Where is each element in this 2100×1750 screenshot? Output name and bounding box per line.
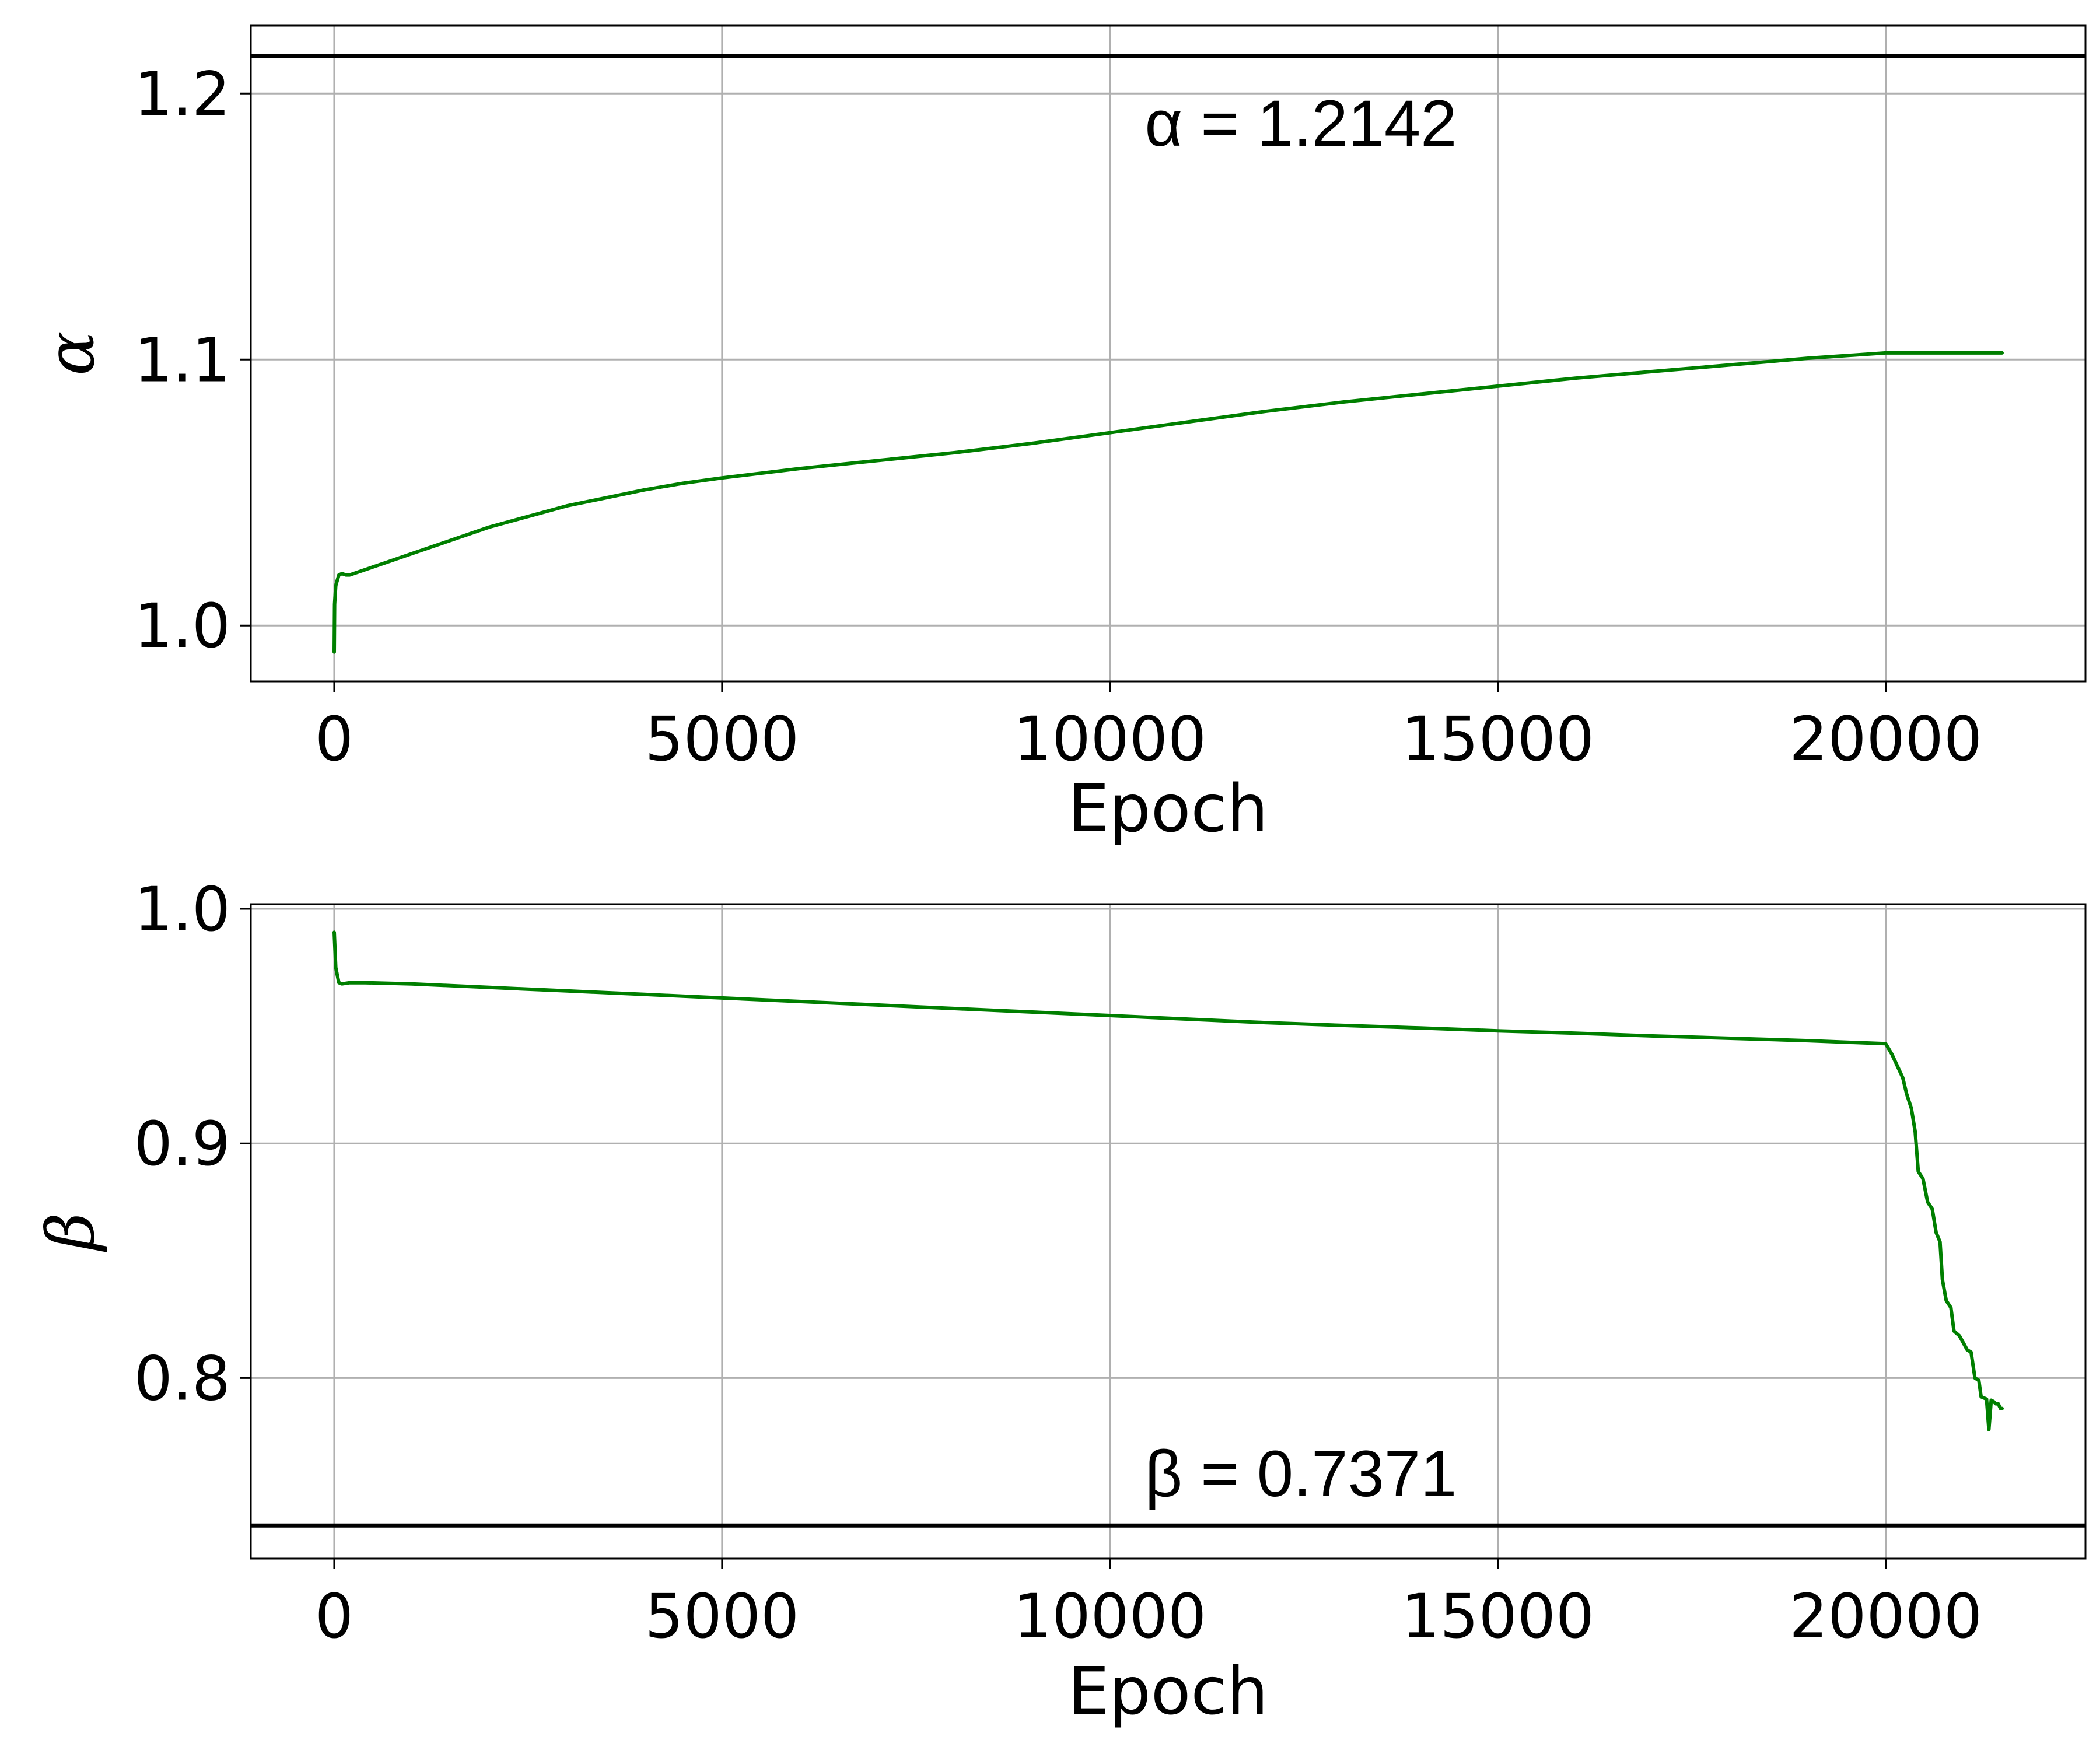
alpha-x-tick-label: 20000 bbox=[1789, 704, 1982, 775]
alpha-series-line bbox=[332, 351, 2004, 654]
beta-reference-label: β = 0.7371 bbox=[1145, 1437, 1457, 1510]
beta-x-tick-label: 20000 bbox=[1789, 1581, 1982, 1652]
alpha-y-tick-label: 1.2 bbox=[134, 58, 230, 130]
alpha-x-axis-title: Epoch bbox=[1068, 771, 1268, 847]
beta-x-axis-title: Epoch bbox=[1068, 1654, 1268, 1730]
beta-x-tick-label: 0 bbox=[315, 1581, 354, 1652]
alpha-y-axis-title: α bbox=[33, 331, 109, 376]
alpha-reference-label: α = 1.2142 bbox=[1145, 87, 1457, 160]
beta-y-tick-label: 0.8 bbox=[134, 1343, 230, 1414]
beta-y-ticks: 0.8 0.9 1.0 bbox=[134, 874, 251, 1414]
beta-panel: 0 5000 10000 15000 20000 0.8 0.9 1.0 β = 0.737… bbox=[33, 874, 2087, 1730]
beta-plot-frame bbox=[250, 903, 2087, 1560]
beta-y-tick-label: 0.9 bbox=[134, 1108, 230, 1180]
alpha-panel: 0 5000 10000 15000 20000 1.0 1.1 1.2 α = 1.214… bbox=[33, 24, 2087, 847]
alpha-x-ticks: 0 5000 10000 15000 20000 bbox=[315, 681, 1982, 775]
beta-x-tick-label: 15000 bbox=[1401, 1581, 1594, 1652]
beta-grid bbox=[251, 904, 2085, 1559]
alpha-x-tick-label: 10000 bbox=[1013, 704, 1206, 775]
alpha-plot-frame bbox=[250, 24, 2087, 682]
beta-y-tick-label: 1.0 bbox=[134, 874, 230, 945]
alpha-x-tick-label: 5000 bbox=[645, 704, 800, 775]
alpha-y-tick-label: 1.0 bbox=[134, 590, 230, 662]
alpha-y-tick-label: 1.1 bbox=[134, 324, 230, 396]
alpha-x-tick-label: 0 bbox=[315, 704, 354, 775]
beta-x-ticks: 0 5000 10000 15000 20000 bbox=[315, 1559, 1982, 1652]
beta-x-tick-label: 10000 bbox=[1013, 1581, 1206, 1652]
beta-x-tick-label: 5000 bbox=[645, 1581, 800, 1652]
alpha-x-tick-label: 15000 bbox=[1401, 704, 1594, 775]
beta-series-line bbox=[332, 930, 2004, 1432]
beta-y-axis-title: β bbox=[33, 1213, 109, 1253]
alpha-y-ticks: 1.0 1.1 1.2 bbox=[134, 58, 251, 662]
